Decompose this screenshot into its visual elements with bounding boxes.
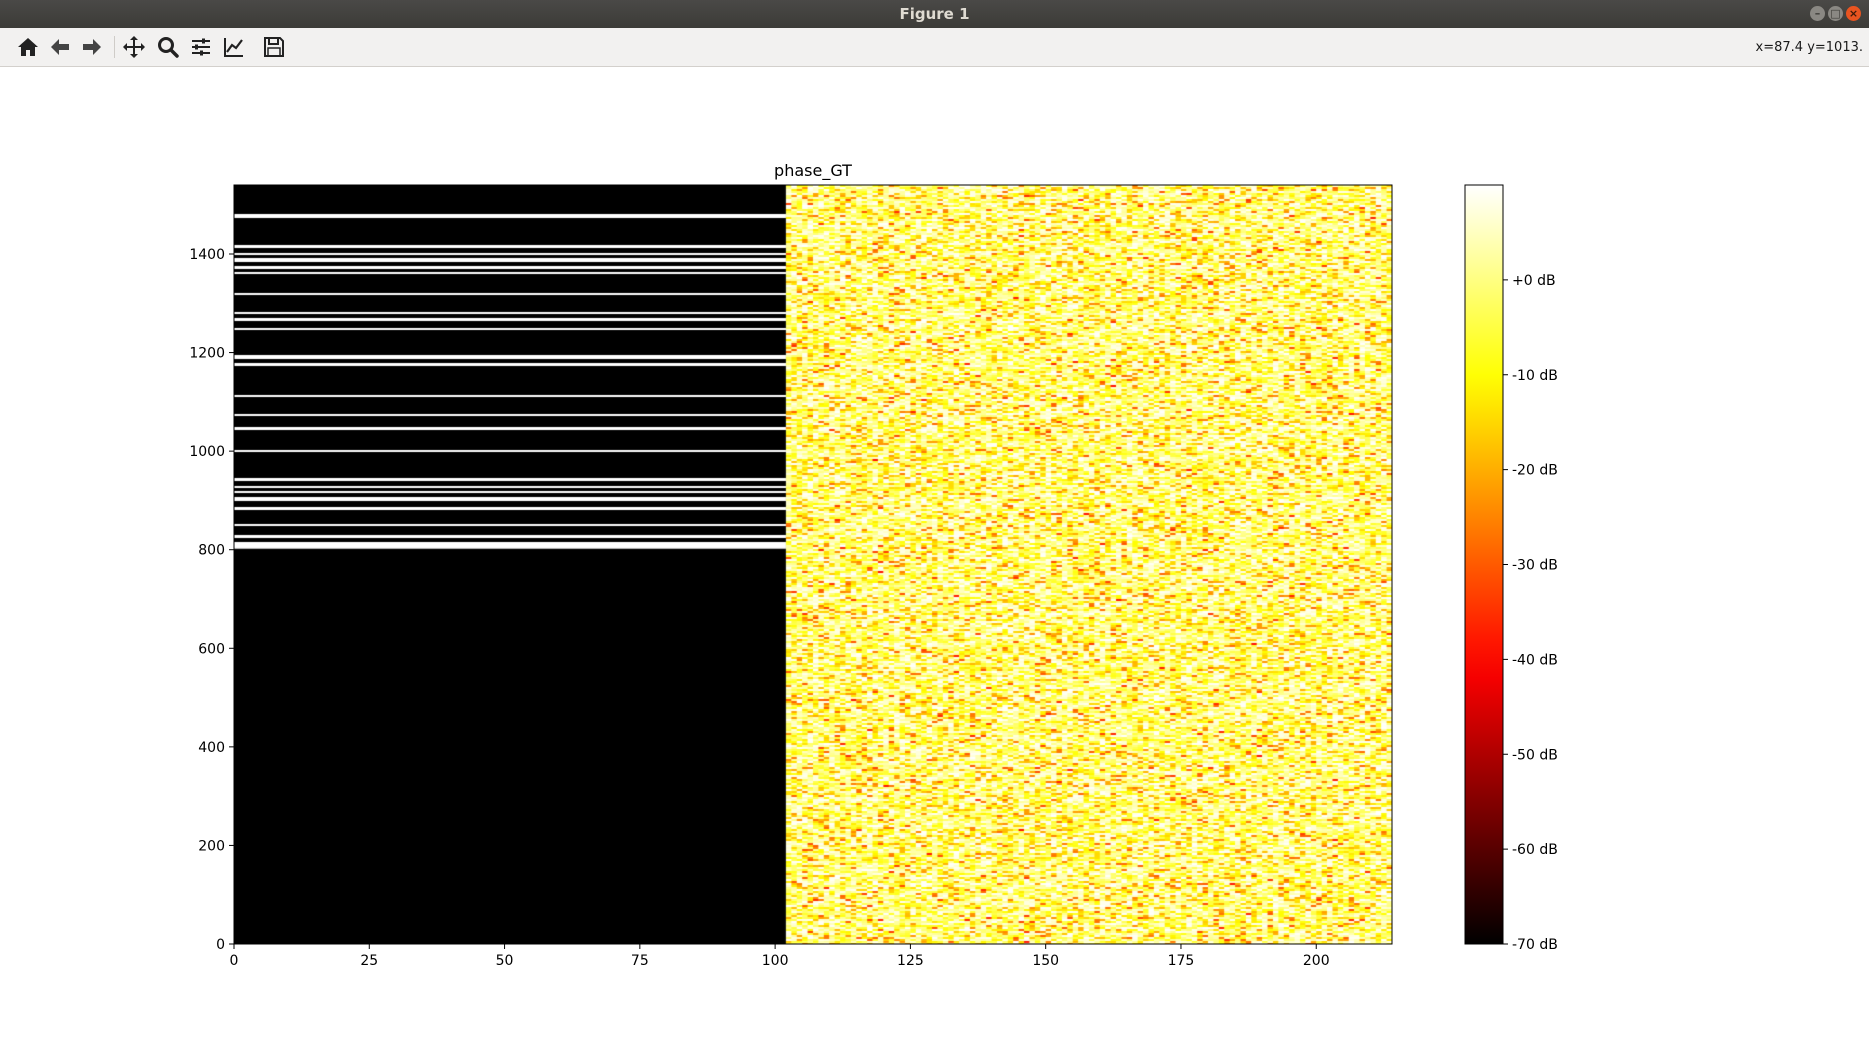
window-title: Figure 1 (899, 5, 970, 23)
heatmap-axes[interactable]: 0 25 50 75 100 125 150 175 200 0 200 400 600 800 1000 1… (189, 184, 1393, 969)
window-titlebar: Figure 1 – □ × (0, 0, 1869, 28)
colorbar: +0 dB -10 dB -20 dB -30 dB -40 dB -50 dB -60 d… (1464, 184, 1558, 953)
y-tick-label: 800 (198, 543, 225, 559)
y-tick-label: 600 (198, 641, 225, 657)
colorbar-tick-label: -40 dB (1512, 652, 1558, 668)
y-tick-label: 1200 (189, 346, 225, 362)
colorbar-tick-label: -20 dB (1512, 463, 1558, 479)
x-tick-label: 75 (631, 953, 649, 969)
x-tick-label: 25 (360, 953, 378, 969)
minimize-button[interactable]: – (1810, 6, 1825, 21)
back-arrow-icon (51, 39, 69, 55)
forward-arrow-icon (83, 39, 101, 55)
heatmap-image (234, 185, 1392, 944)
x-tick-label: 100 (762, 953, 789, 969)
back-button[interactable] (46, 34, 74, 60)
home-icon (18, 38, 38, 56)
colorbar-tick-label: +0 dB (1512, 273, 1556, 289)
axes-frame (233, 184, 1393, 945)
x-tick-label: 175 (1168, 953, 1195, 969)
colorbar-tick-label: -60 dB (1512, 842, 1558, 858)
forward-button[interactable] (78, 34, 106, 60)
configure-subplots-icon (192, 38, 210, 56)
navigation-toolbar (0, 28, 1869, 67)
colorbar-tick-label: -70 dB (1512, 937, 1558, 953)
y-tick-label: 200 (198, 838, 225, 854)
save-button[interactable] (260, 34, 288, 60)
colorbar-gradient (1464, 184, 1504, 945)
x-tick-label: 125 (897, 953, 924, 969)
colorbar-tick-label: -30 dB (1512, 558, 1558, 574)
x-tick-label: 0 (230, 953, 239, 969)
plot-title: phase_GT (774, 161, 852, 181)
configure-subplots-button[interactable] (187, 34, 215, 60)
cursor-coordinates: x=87.4 y=1013. (1755, 40, 1863, 55)
pan-button[interactable] (120, 34, 148, 60)
edit-axis-icon (224, 38, 243, 57)
figure-canvas[interactable]: phase_GT 0 25 50 75 100 125 150 175 200 0 200 400 60… (0, 67, 1869, 1053)
y-tick-label: 400 (198, 740, 225, 756)
save-icon (264, 37, 284, 57)
y-tick-label: 1400 (189, 247, 225, 263)
x-tick-label: 150 (1032, 953, 1059, 969)
y-tick-label: 0 (216, 937, 225, 953)
colorbar-tick-label: -10 dB (1512, 368, 1558, 384)
maximize-button[interactable]: □ (1828, 6, 1843, 21)
colorbar-tick-label: -50 dB (1512, 747, 1558, 763)
x-tick-label: 200 (1303, 953, 1330, 969)
y-tick-label: 1000 (189, 444, 225, 460)
zoom-button[interactable] (154, 34, 182, 60)
toolbar-separator (114, 36, 115, 58)
pan-icon (123, 36, 145, 58)
home-button[interactable] (14, 34, 42, 60)
zoom-icon (158, 37, 179, 58)
close-button[interactable]: × (1846, 6, 1861, 21)
x-tick-label: 50 (496, 953, 514, 969)
edit-axis-button[interactable] (220, 34, 248, 60)
